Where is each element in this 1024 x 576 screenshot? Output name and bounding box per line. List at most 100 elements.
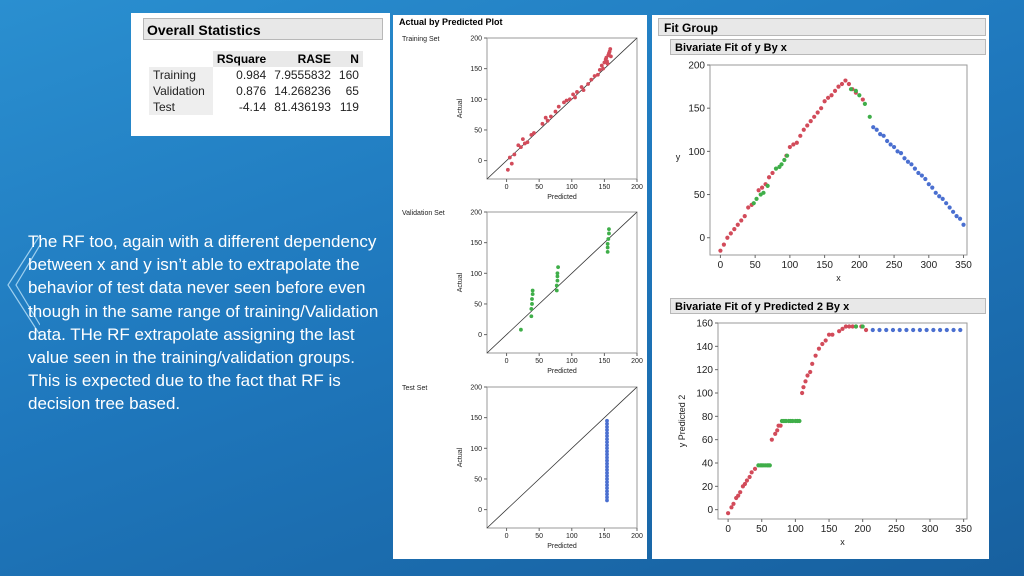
data-point bbox=[605, 440, 609, 445]
x-axis-label: Predicted bbox=[547, 194, 577, 201]
y-tick-label: 200 bbox=[470, 209, 482, 216]
data-point bbox=[749, 470, 754, 475]
y-tick-label: 60 bbox=[702, 435, 714, 446]
data-point bbox=[870, 327, 875, 333]
data-point bbox=[754, 196, 759, 201]
data-point bbox=[837, 329, 842, 334]
data-point bbox=[609, 54, 613, 59]
data-point bbox=[823, 338, 828, 343]
data-point bbox=[549, 114, 553, 119]
data-point bbox=[944, 201, 949, 206]
data-point bbox=[839, 81, 845, 87]
data-point bbox=[840, 326, 845, 331]
data-point bbox=[605, 437, 609, 442]
data-point bbox=[923, 176, 928, 182]
data-point bbox=[605, 446, 609, 451]
reference-line bbox=[486, 37, 638, 180]
y-tick-label: 150 bbox=[470, 240, 482, 247]
set-title: Test Set bbox=[402, 385, 427, 392]
data-point bbox=[746, 205, 751, 210]
data-point bbox=[890, 327, 896, 333]
x-tick-label: 0 bbox=[505, 533, 509, 540]
data-point bbox=[567, 97, 572, 102]
data-point bbox=[947, 205, 952, 210]
data-point bbox=[553, 109, 558, 114]
data-point bbox=[747, 474, 752, 480]
y-tick-label: 0 bbox=[478, 332, 482, 339]
data-point bbox=[902, 156, 907, 161]
y-tick-label: 100 bbox=[470, 446, 482, 453]
data-point bbox=[606, 237, 611, 241]
data-point bbox=[773, 431, 778, 436]
y-tick-label: 100 bbox=[688, 147, 705, 158]
data-point bbox=[751, 201, 756, 206]
data-point bbox=[607, 227, 611, 232]
data-point bbox=[951, 327, 956, 333]
x-tick-label: 50 bbox=[750, 260, 762, 271]
data-point bbox=[543, 115, 548, 120]
data-point bbox=[532, 131, 536, 135]
data-point bbox=[554, 283, 559, 288]
data-point bbox=[911, 327, 916, 333]
data-point bbox=[951, 209, 956, 214]
y-tick-label: 150 bbox=[470, 415, 482, 422]
data-point bbox=[830, 332, 835, 337]
x-tick-label: 50 bbox=[535, 184, 543, 191]
data-point bbox=[904, 327, 909, 333]
data-point bbox=[812, 114, 817, 119]
y-tick-label: 0 bbox=[478, 507, 482, 514]
scatter-plot: Validation Set 0 50 100 150 200 0 50 100 150 200 Pr… bbox=[402, 209, 643, 375]
y-tick-label: 80 bbox=[702, 412, 714, 423]
data-point bbox=[867, 114, 872, 119]
data-point bbox=[605, 428, 609, 432]
data-point bbox=[735, 222, 740, 227]
data-point bbox=[930, 185, 935, 190]
y-tick-label: 50 bbox=[474, 127, 482, 134]
x-tick-label: 250 bbox=[888, 524, 905, 535]
x-tick-label: 300 bbox=[922, 524, 939, 535]
data-point bbox=[592, 74, 597, 78]
data-point bbox=[895, 149, 900, 154]
data-point bbox=[860, 324, 865, 329]
data-point bbox=[798, 133, 803, 138]
set-title: Training Set bbox=[402, 36, 440, 43]
rsquare-value: 0.984 bbox=[236, 68, 267, 82]
data-point bbox=[605, 443, 609, 448]
column-header-rsquare: RSquare bbox=[212, 51, 271, 67]
data-point bbox=[822, 99, 827, 104]
data-point bbox=[944, 327, 949, 333]
data-point bbox=[555, 278, 560, 283]
data-point bbox=[509, 161, 514, 166]
data-point bbox=[512, 152, 517, 157]
data-point bbox=[519, 145, 523, 150]
table-row: Test -4.14 81.436193 119 bbox=[149, 99, 363, 115]
data-point bbox=[933, 190, 938, 195]
data-point bbox=[545, 118, 550, 123]
data-point bbox=[718, 248, 723, 253]
data-point bbox=[884, 327, 889, 333]
data-point bbox=[931, 327, 936, 333]
data-point bbox=[525, 140, 530, 145]
x-tick-label: 200 bbox=[631, 533, 643, 540]
data-point bbox=[756, 188, 761, 193]
data-point bbox=[897, 327, 902, 333]
scatter-plot: 0 50 100 150 200 250 300 350 0 50 100 150 200 x y bbox=[676, 61, 973, 284]
data-point bbox=[564, 98, 569, 103]
data-point bbox=[819, 106, 824, 111]
x-tick-label: 50 bbox=[756, 524, 768, 535]
y-tick-label: 0 bbox=[699, 233, 705, 244]
x-tick-label: 100 bbox=[566, 358, 578, 365]
data-point bbox=[738, 490, 743, 495]
data-point bbox=[808, 119, 813, 124]
x-tick-label: 200 bbox=[851, 260, 868, 271]
x-axis-label: x bbox=[840, 537, 845, 547]
data-point bbox=[605, 489, 609, 494]
data-point bbox=[575, 90, 579, 94]
data-point bbox=[728, 231, 733, 236]
x-tick-label: 50 bbox=[535, 358, 543, 365]
data-point bbox=[805, 123, 810, 128]
row-label: Test bbox=[149, 99, 213, 115]
scatter-plot: Training Set 0 50 100 150 200 0 50 100 150 200 Pred… bbox=[402, 35, 643, 201]
data-point bbox=[605, 495, 609, 500]
data-point bbox=[505, 167, 510, 172]
